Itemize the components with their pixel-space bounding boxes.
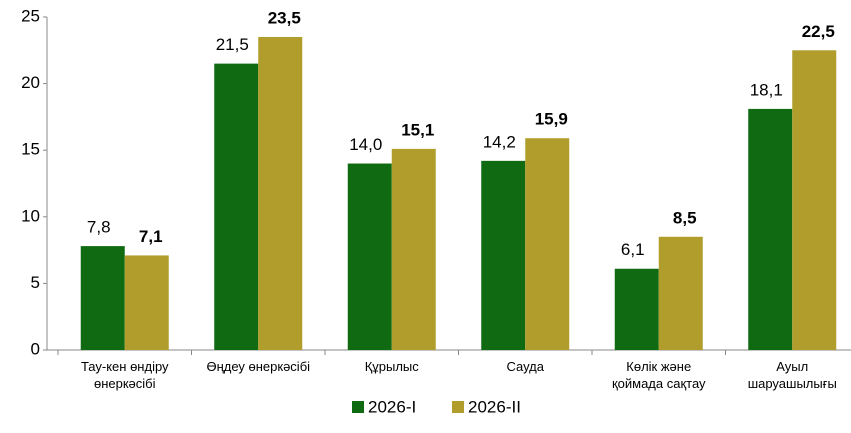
data-label: 21,5 bbox=[216, 35, 249, 54]
bar bbox=[792, 50, 837, 351]
bar bbox=[481, 160, 526, 350]
y-tick-label: 10 bbox=[21, 206, 40, 225]
data-label: 23,5 bbox=[268, 8, 301, 27]
bar bbox=[347, 163, 392, 350]
y-tick-label: 5 bbox=[31, 273, 40, 292]
y-tick-label: 15 bbox=[21, 140, 40, 159]
data-label: 6,1 bbox=[621, 240, 645, 259]
x-tick-label: Өңдеу өнеркәсібі bbox=[206, 359, 311, 374]
y-tick-label: 0 bbox=[31, 339, 40, 358]
data-label: 14,0 bbox=[349, 135, 382, 154]
bar bbox=[658, 236, 703, 350]
x-tick-label: Құрылыс bbox=[364, 359, 419, 374]
legend-label: 2026-II bbox=[468, 397, 521, 416]
y-tick-label: 25 bbox=[21, 6, 40, 25]
x-tick-label: Ауыл шаруашылығы bbox=[747, 359, 837, 391]
legend-swatch bbox=[352, 401, 364, 413]
x-tick-label: Сауда bbox=[506, 359, 544, 374]
bar bbox=[124, 255, 169, 350]
bar bbox=[80, 246, 125, 350]
data-label: 7,8 bbox=[87, 218, 111, 237]
bar bbox=[748, 108, 793, 351]
legend-swatch bbox=[452, 401, 464, 413]
data-label: 8,5 bbox=[673, 208, 697, 227]
y-tick-label: 20 bbox=[21, 73, 40, 92]
bar bbox=[258, 36, 303, 350]
x-tick-label: Көлік және қоймада сақтау bbox=[611, 359, 706, 391]
data-label: 14,2 bbox=[483, 132, 516, 151]
data-label: 22,5 bbox=[802, 22, 835, 41]
x-tick-label: Тау-кен өндіру өнеркәсібі bbox=[80, 359, 169, 391]
bar bbox=[614, 268, 659, 350]
legend-label: 2026-I bbox=[368, 397, 416, 416]
data-label: 15,9 bbox=[535, 110, 568, 129]
data-label: 15,1 bbox=[401, 120, 434, 139]
data-label: 18,1 bbox=[750, 80, 783, 99]
bar bbox=[214, 63, 259, 351]
bar bbox=[525, 138, 570, 350]
bar bbox=[391, 148, 436, 350]
data-label: 7,1 bbox=[139, 227, 163, 246]
